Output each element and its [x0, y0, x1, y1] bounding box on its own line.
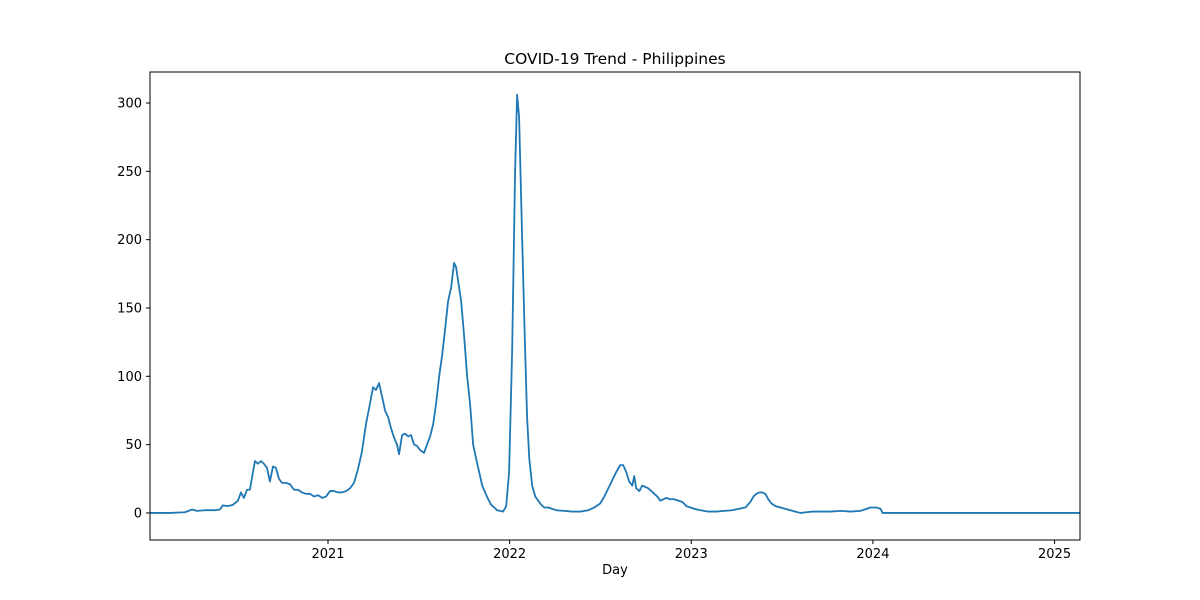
chart-title: COVID-19 Trend - Philippines — [504, 50, 725, 68]
y-tick-label: 150 — [117, 301, 142, 316]
y-tick-label: 50 — [125, 438, 142, 453]
x-tick-label: 2023 — [675, 547, 708, 562]
y-tick-label: 250 — [117, 165, 142, 180]
y-tick-label: 200 — [117, 233, 142, 248]
x-tick-label: 2021 — [311, 547, 344, 562]
x-axis-label: Day — [602, 563, 628, 578]
x-tick-label: 2025 — [1038, 547, 1071, 562]
x-tick-label: 2024 — [856, 547, 889, 562]
plot-frame — [149, 71, 1081, 541]
y-tick-label: 0 — [134, 506, 142, 521]
y-tick-label: 300 — [117, 97, 142, 112]
x-tick-label: 2022 — [493, 547, 526, 562]
y-tick-label: 100 — [117, 370, 142, 385]
line-series — [150, 93, 1080, 514]
